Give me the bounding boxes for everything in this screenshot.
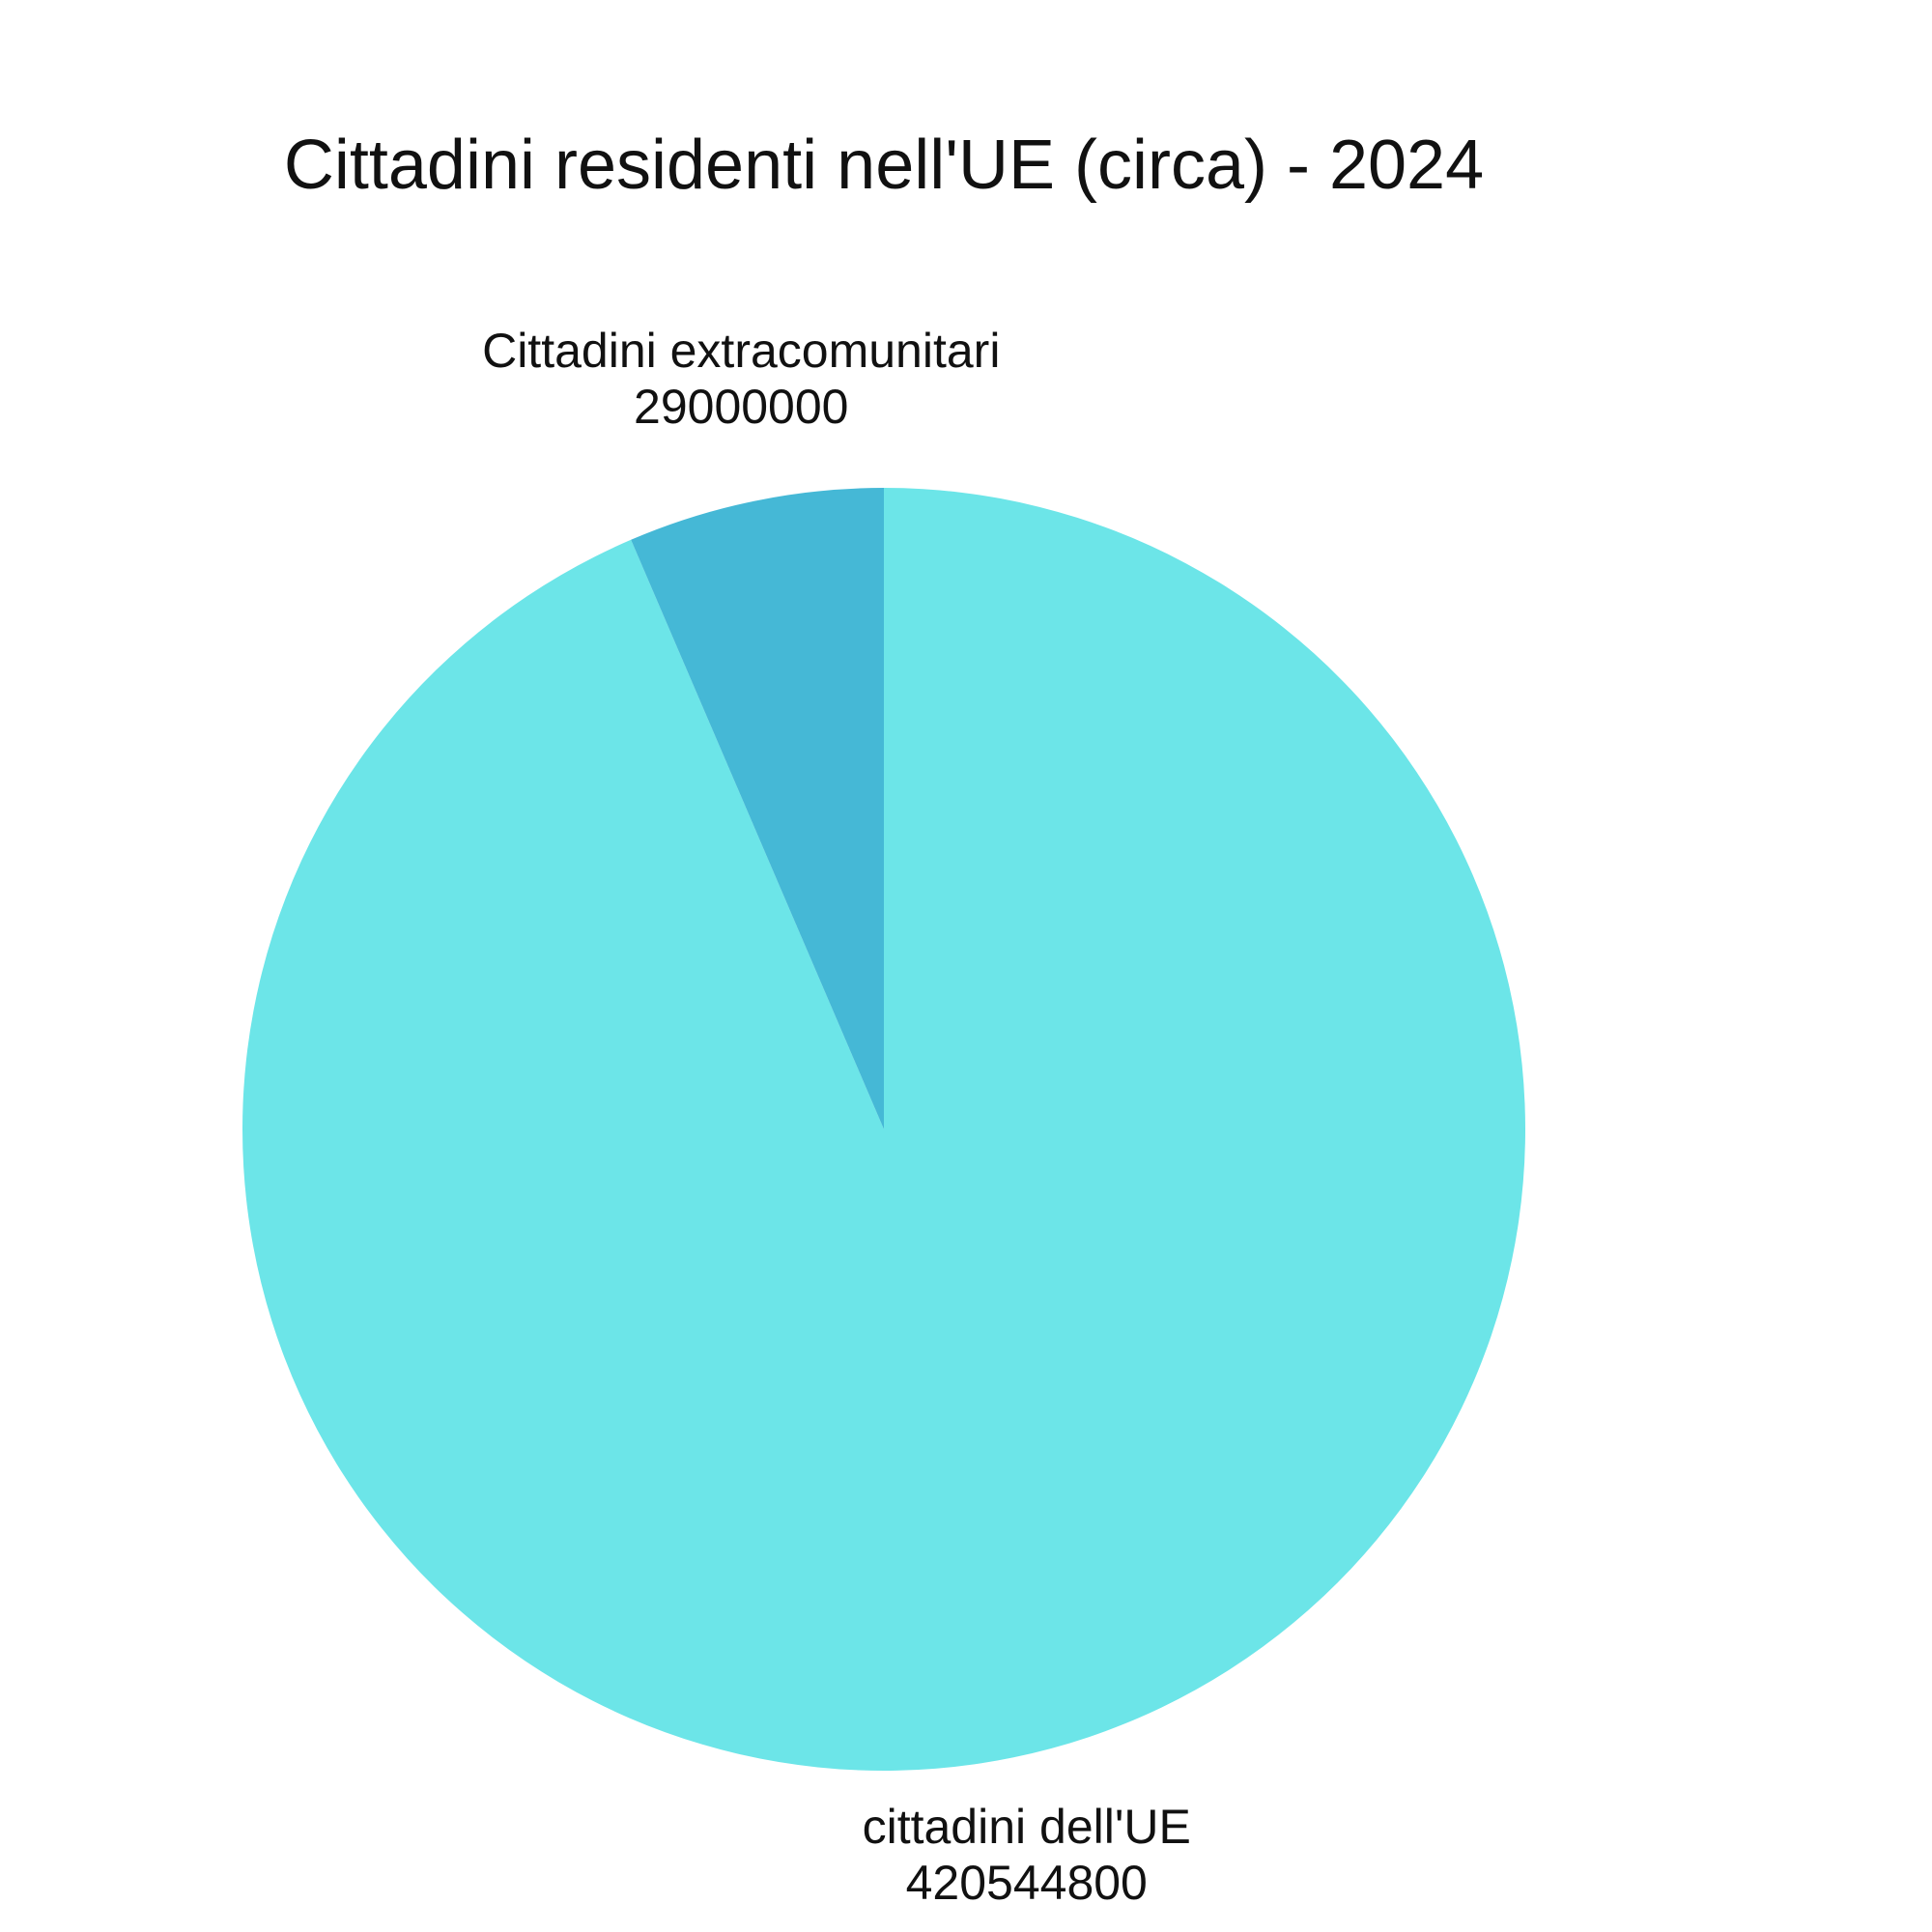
chart-title: Cittadini residenti nell'UE (circa) - 20…	[283, 127, 1485, 204]
pie-slice	[242, 488, 1525, 1771]
slice-label: Cittadini extracomunitari 29000000	[482, 324, 1000, 434]
slice-label: cittadini dell'UE 420544800	[863, 1800, 1191, 1910]
slice-category: Cittadini extracomunitari	[482, 324, 1000, 378]
slice-value: 420544800	[906, 1856, 1148, 1910]
slice-value: 29000000	[634, 380, 848, 434]
slice-category: cittadini dell'UE	[863, 1800, 1191, 1854]
pie-slice	[631, 488, 884, 1129]
